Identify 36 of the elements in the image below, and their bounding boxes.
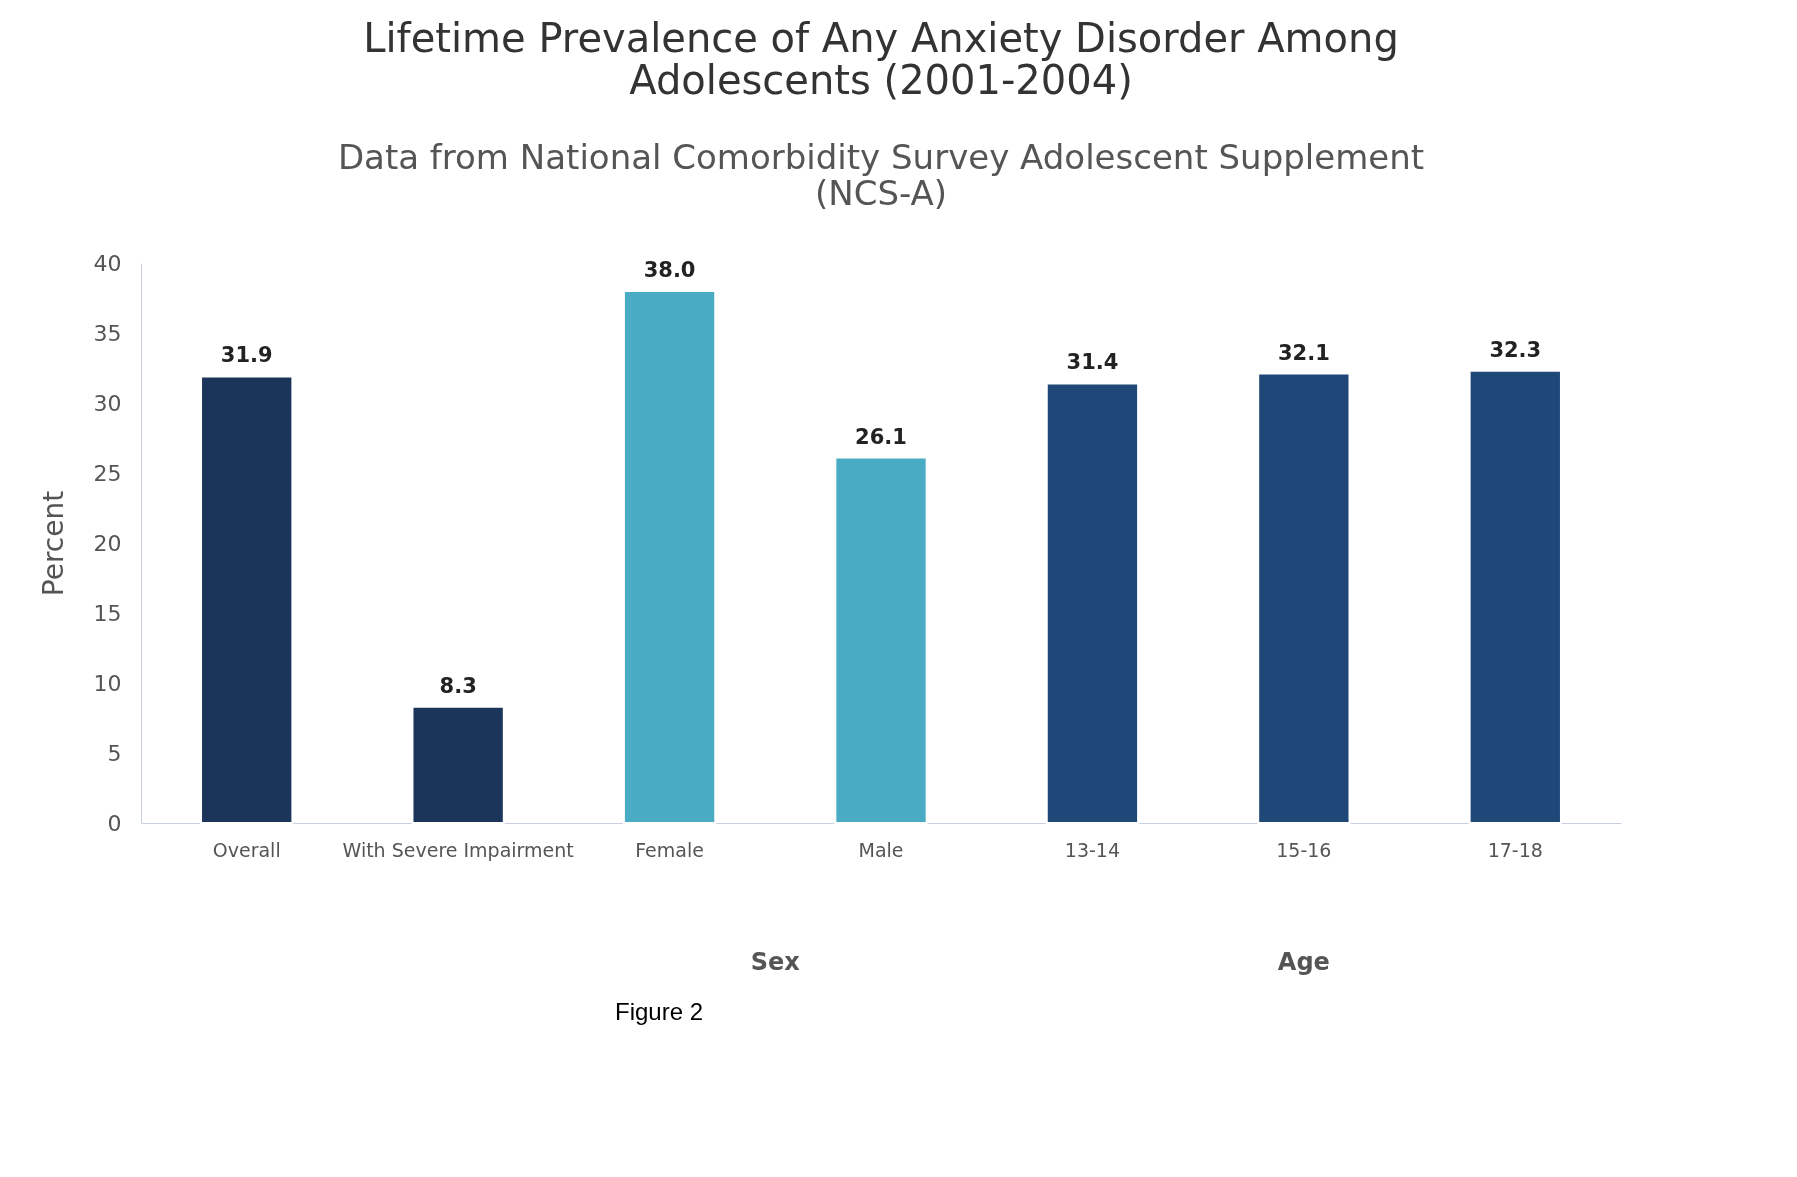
y-tick-label: 35	[93, 320, 122, 346]
data-label: 32.1	[1277, 340, 1330, 365]
y-axis-title: Percent	[36, 490, 70, 597]
chart-subtitle: Data from National Comorbidity Survey Adolescent Supplement (NCS-A)	[337, 137, 1425, 213]
x-tick-label: Female	[635, 838, 704, 861]
x-tick-label: Male	[858, 838, 904, 861]
caption: Figure 2	[614, 998, 704, 1025]
x-tick-label: 17-18	[1487, 838, 1543, 861]
y-tick-label: 10	[93, 670, 122, 696]
data-label: 38.0	[643, 258, 696, 282]
y-tick-label: 15	[93, 600, 122, 626]
chart-title: Lifetime Prevalence of Any Anxiety Disorder Among Adolescents (2001-2004)	[363, 15, 1399, 103]
x-tick-label: With Severe Impairment	[342, 838, 574, 861]
data-label: 8.3	[439, 673, 477, 698]
bar	[834, 456, 928, 824]
bar	[622, 290, 717, 824]
y-tick-label: 40	[93, 250, 122, 276]
x-tick-label: 15-16	[1276, 838, 1332, 861]
bar	[411, 705, 505, 824]
bar	[200, 375, 294, 824]
y-tick-label: 0	[107, 810, 122, 836]
y-tick-label: 5	[107, 740, 122, 766]
y-tick-label: 25	[93, 460, 122, 486]
y-tick-label: 20	[93, 530, 122, 556]
data-label: 32.3	[1489, 337, 1542, 362]
text: Age	[1277, 948, 1330, 976]
data-label: 31.4	[1066, 350, 1119, 375]
data-label: 31.9	[220, 343, 273, 368]
bar	[1257, 372, 1351, 824]
data-label: 26.1	[855, 424, 907, 449]
text: Sex	[750, 948, 801, 976]
bar	[1468, 369, 1562, 824]
x-tick-label: Overall	[212, 838, 281, 861]
bar	[1045, 382, 1140, 824]
y-tick-label: 30	[93, 390, 122, 416]
x-tick-label: 13-14	[1064, 838, 1121, 861]
